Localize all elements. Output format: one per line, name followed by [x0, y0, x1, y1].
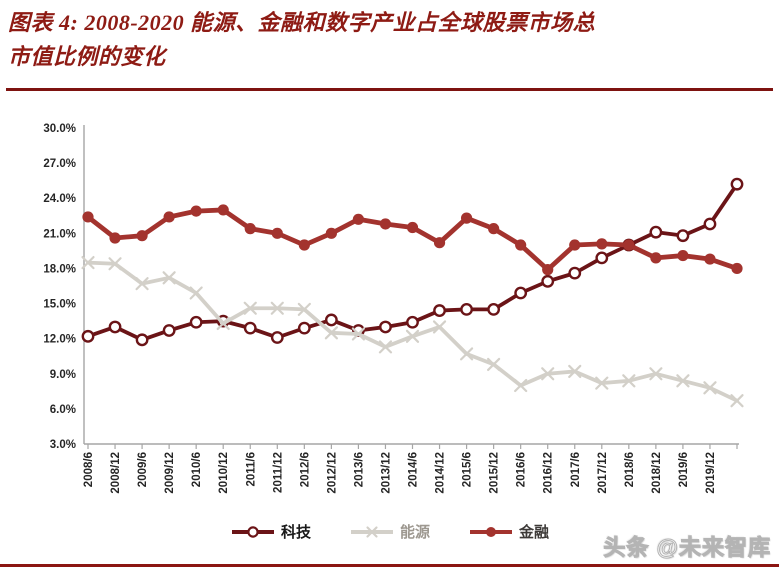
x-axis-labels: 2008/6 2008/12 2009/6 2009/12 2010/6 2010/12 2…: [83, 452, 717, 494]
title-underline: [6, 88, 773, 91]
legend-label-finance: 金融: [519, 524, 550, 541]
svg-text:2017/6: 2017/6: [570, 452, 582, 487]
svg-text:21.0%: 21.0%: [43, 228, 76, 240]
legend-item-energy: 能源: [349, 521, 430, 542]
svg-text:2019/6: 2019/6: [678, 452, 690, 487]
tech-open-circle-marker-icon: [231, 525, 274, 538]
svg-text:2016/6: 2016/6: [516, 452, 528, 487]
svg-text:2012/6: 2012/6: [299, 452, 311, 487]
svg-text:2018/12: 2018/12: [651, 452, 663, 494]
svg-text:30.0%: 30.0%: [43, 123, 76, 135]
axes: [83, 125, 739, 449]
finance-filled-circle-marker-icon: [470, 526, 512, 537]
svg-text:18.0%: 18.0%: [43, 263, 76, 275]
svg-text:2008/6: 2008/6: [83, 452, 95, 487]
svg-text:12.0%: 12.0%: [43, 334, 76, 346]
svg-text:15.0%: 15.0%: [43, 299, 76, 311]
svg-text:2010/6: 2010/6: [191, 452, 203, 487]
svg-text:2008/12: 2008/12: [110, 452, 122, 494]
svg-text:2017/12: 2017/12: [597, 452, 609, 494]
svg-text:2011/12: 2011/12: [272, 452, 284, 493]
series-科技: [81, 177, 744, 347]
svg-text:2019/12: 2019/12: [705, 452, 717, 494]
svg-text:2014/6: 2014/6: [408, 452, 420, 487]
svg-text:2016/12: 2016/12: [543, 452, 555, 494]
svg-text:2010/12: 2010/12: [218, 452, 230, 494]
legend-item-finance: 金融: [468, 521, 549, 542]
chart-title: 图表 4: 2008-2020 能源、金融和数字产业占全球股票市场总 市值比例的…: [8, 6, 771, 74]
svg-text:2009/6: 2009/6: [137, 452, 149, 487]
svg-text:2013/6: 2013/6: [353, 452, 365, 487]
svg-text:24.0%: 24.0%: [43, 193, 76, 205]
svg-text:9.0%: 9.0%: [50, 369, 76, 381]
legend-item-tech: 科技: [230, 521, 311, 542]
svg-text:2014/12: 2014/12: [435, 452, 447, 494]
chart-title-line2: 市值比例的变化: [8, 44, 166, 69]
bottom-border: [0, 564, 779, 567]
legend-label-energy: 能源: [399, 524, 430, 541]
y-axis-labels: 3.0% 6.0% 9.0% 12.0% 15.0% 18.0% 21.0% 24.0% 27.…: [43, 123, 76, 451]
svg-text:27.0%: 27.0%: [43, 158, 76, 170]
chart-legend: 科技 能源 金融: [0, 521, 779, 542]
svg-text:2015/12: 2015/12: [489, 452, 501, 494]
energy-x-marker-icon: [350, 525, 393, 538]
legend-label-tech: 科技: [280, 524, 311, 541]
watermark-toutiao: 头条 @未来智库: [603, 535, 771, 561]
chart-title-line1: 图表 4: 2008-2020 能源、金融和数字产业占全球股票市场总: [8, 10, 596, 35]
svg-text:2009/12: 2009/12: [164, 452, 176, 494]
svg-text:6.0%: 6.0%: [50, 404, 76, 416]
series-能源: [81, 255, 744, 408]
svg-text:2015/6: 2015/6: [462, 452, 474, 487]
svg-text:3.0%: 3.0%: [50, 439, 76, 451]
svg-text:2012/12: 2012/12: [326, 452, 338, 494]
svg-text:2013/12: 2013/12: [380, 452, 392, 494]
svg-text:2018/6: 2018/6: [624, 452, 636, 487]
svg-text:2011/6: 2011/6: [245, 452, 257, 487]
series-金融: [82, 204, 743, 276]
